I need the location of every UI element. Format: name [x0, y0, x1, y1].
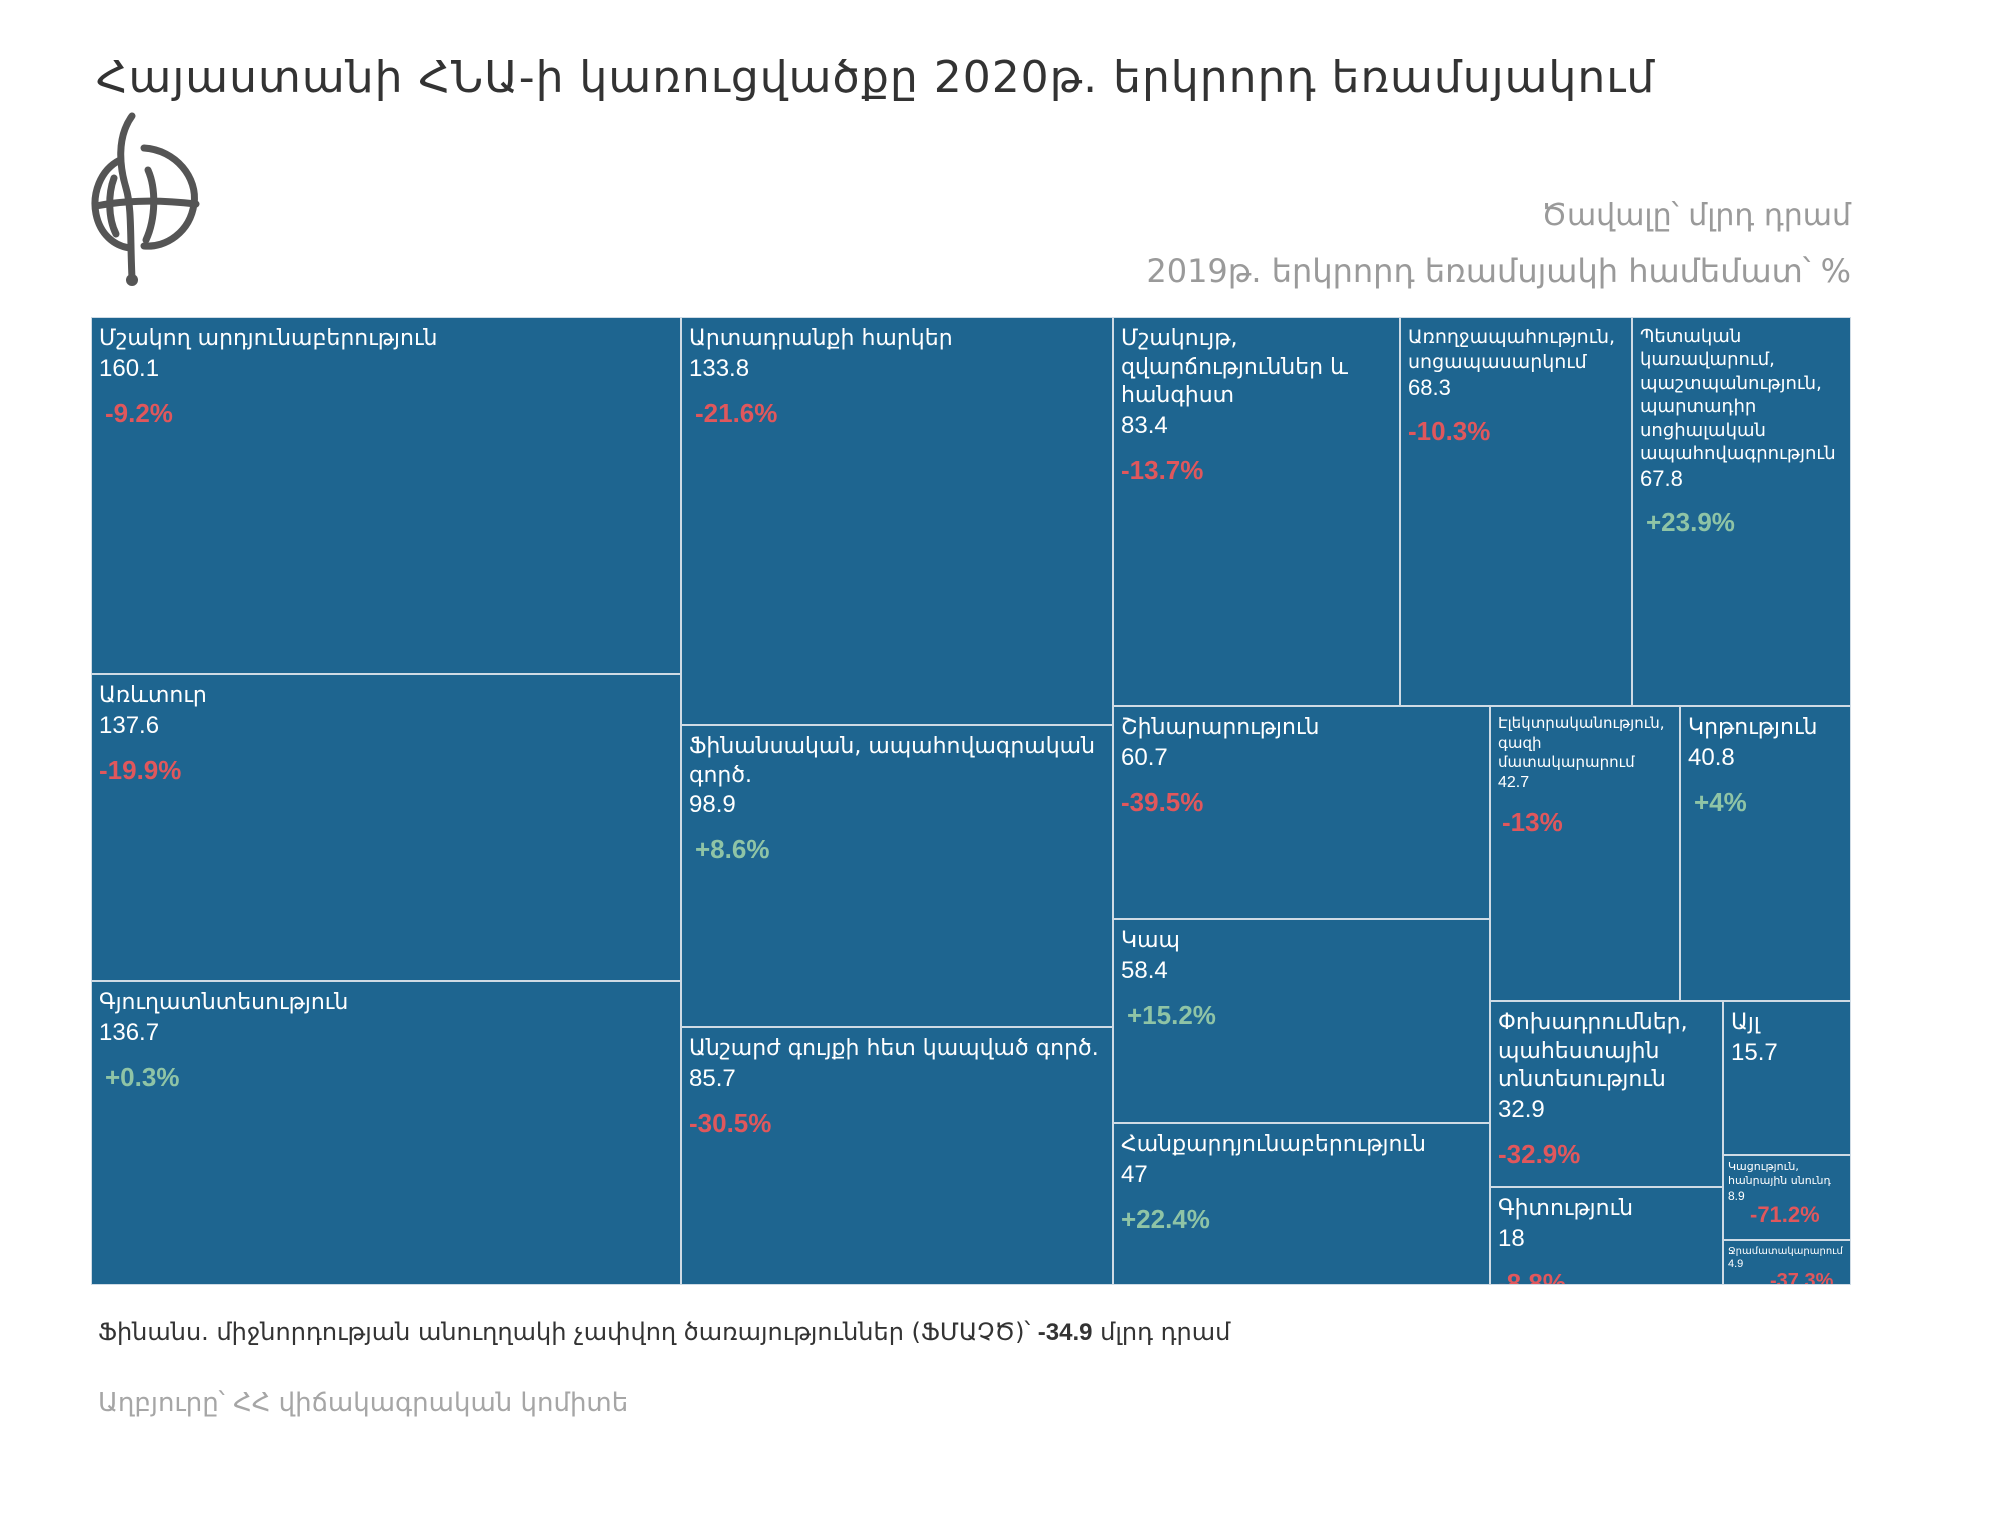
cell-value: 4.9 [1728, 1258, 1744, 1270]
cell-label: Գիտություն [1498, 1196, 1634, 1221]
cell-label: Ֆինանսական, ապահովագրական գործ. [689, 734, 1096, 788]
logo-icon [91, 112, 200, 286]
cell-label: Անշարժ գույքի հետ կապված գործ. [689, 1036, 1099, 1061]
cell-change: -13.7% [1121, 454, 1204, 485]
cell-change: -9.2% [105, 397, 173, 428]
cell-change: +22.4% [1121, 1203, 1210, 1234]
subtitle-volume: Ծավալը՝ մլրդ դրամ [1541, 198, 1851, 233]
cell-change: +15.2% [1127, 999, 1216, 1030]
cell-label: Կրթություն [1688, 715, 1818, 740]
treemap-cell: Փոխադրումներ, պահեստային տնտեսություն 32.… [1490, 1001, 1723, 1187]
treemap-cell: Ֆինանսական, ապահովագրական գործ. 98.9 +8.6% [681, 725, 1113, 1027]
treemap-cell: Շինարարություն 60.7 -39.5% [1113, 706, 1490, 919]
cell-change: +0.3% [105, 1061, 180, 1092]
cell-change: -8.8% [1498, 1267, 1566, 1285]
chart-title: Հայաստանի ՀՆԱ-ի կառուցվածքը 2020թ. երկրո… [96, 52, 1656, 103]
cell-value: 18 [1498, 1224, 1525, 1252]
cell-label: Այլ [1731, 1010, 1760, 1035]
treemap-cell: Հանքարդյունաբերություն 47 +22.4% [1113, 1123, 1490, 1285]
cell-value: 136.7 [99, 1018, 160, 1046]
fisim-unit: մլրդ դրամ [1100, 1318, 1231, 1346]
cell-label: Կացություն, հանրային սնունդ [1728, 1160, 1831, 1188]
cell-label: Հանքարդյունաբերություն [1121, 1132, 1426, 1157]
cell-label: Մշակույթ, զվարճություններ և հանգիստ [1121, 326, 1348, 409]
cell-value: 58.4 [1121, 956, 1168, 984]
cell-label: Գյուղատնտեսություն [99, 990, 349, 1015]
cell-change: -37.3% [1770, 1269, 1834, 1285]
cell-change: -39.5% [1121, 786, 1204, 817]
treemap-chart: Մշակող արդյունաբերություն 160.1 -9.2% Առևտո… [91, 317, 1851, 1285]
cell-change: -21.6% [695, 397, 778, 428]
treemap-cell: Ջրամատակարարում 4.9 -37.3% [1723, 1240, 1851, 1285]
cell-value: 60.7 [1121, 743, 1168, 771]
treemap-cell: Այլ 15.7 [1723, 1001, 1851, 1155]
treemap-cell: Էլեկտրականություն, գազի մատակարարում 42.7… [1490, 706, 1680, 1001]
cell-label: Արտադրանքի հարկեր [689, 326, 953, 351]
fisim-value: -34.9 [1037, 1319, 1093, 1346]
cell-value: 67.8 [1640, 466, 1683, 492]
cell-value: 40.8 [1688, 743, 1735, 771]
cell-label: Առողջապահություն, սոցապասարկում [1408, 326, 1616, 373]
treemap-cell: Կապ 58.4 +15.2% [1113, 919, 1490, 1123]
treemap-cell: Պետական կառավարում, պաշտպանություն, պարտ… [1632, 317, 1851, 706]
cell-value: 160.1 [99, 354, 160, 382]
cell-label: Շինարարություն [1121, 715, 1320, 740]
treemap-cell: Մշակույթ, զվարճություններ և հանգիստ 83.4 -… [1113, 317, 1400, 706]
cell-change: -19.9% [99, 754, 182, 785]
treemap-cell: Գյուղատնտեսություն 136.7 +0.3% [91, 981, 681, 1285]
treemap-cell: Գիտություն 18 -8.8% [1490, 1187, 1723, 1285]
subtitle-comparison: 2019թ. երկրորդ եռամսյակի համեմատ՝ % [1146, 252, 1851, 290]
cell-change: +23.9% [1646, 506, 1735, 537]
treemap-cell: Արտադրանքի հարկեր 133.8 -21.6% [681, 317, 1113, 725]
cell-value: 47 [1121, 1160, 1148, 1188]
fisim-label: Ֆինանս. միջնորդության անուղղակի չափվող ծ… [98, 1318, 1031, 1346]
cell-value: 137.6 [99, 711, 160, 739]
cell-change: -32.9% [1498, 1138, 1581, 1169]
fisim-note: Ֆինանս. միջնորդության անուղղակի չափվող ծ… [98, 1318, 1230, 1347]
cell-change: -13% [1502, 806, 1563, 837]
cell-value: 15.7 [1731, 1038, 1778, 1066]
cell-value: 98.9 [689, 791, 736, 819]
cell-label: Կապ [1121, 928, 1180, 953]
cell-value: 85.7 [689, 1064, 736, 1092]
cell-change: -10.3% [1408, 415, 1491, 446]
cell-change: -71.2% [1750, 1201, 1820, 1227]
treemap-cell: Անշարժ գույքի հետ կապված գործ. 85.7 -30.5% [681, 1027, 1113, 1285]
cell-value: 32.9 [1498, 1095, 1545, 1123]
cell-change: +8.6% [695, 834, 770, 865]
cell-label: Փոխադրումներ, պահեստային տնտեսություն [1498, 1010, 1688, 1093]
cell-label: Մշակող արդյունաբերություն [99, 326, 438, 351]
cell-label: Ջրամատակարարում [1728, 1246, 1843, 1257]
cell-value: 83.4 [1121, 411, 1168, 439]
cell-change: +4% [1694, 786, 1747, 817]
cell-label: Էլեկտրականություն, գազի մատակարարում [1498, 714, 1665, 771]
cell-value: 8.9 [1728, 1188, 1745, 1203]
treemap-cell: Կացություն, հանրային սնունդ 8.9 -71.2% [1723, 1155, 1851, 1240]
source-note: Աղբյուրը՝ ՀՀ վիճակագրական կոմիտե [98, 1388, 629, 1418]
treemap-cell: Առողջապահություն, սոցապասարկում 68.3 -10.3… [1400, 317, 1632, 706]
cell-change: -30.5% [689, 1107, 772, 1138]
cell-label: Պետական կառավարում, պաշտպանություն, պարտ… [1640, 326, 1836, 464]
treemap-cell: Մշակող արդյունաբերություն 160.1 -9.2% [91, 317, 681, 674]
cell-value: 133.8 [689, 354, 750, 382]
treemap-cell: Կրթություն 40.8 +4% [1680, 706, 1851, 1001]
cell-label: Առևտուր [99, 683, 207, 708]
treemap-cell: Առևտուր 137.6 -19.9% [91, 674, 681, 981]
cell-value: 68.3 [1408, 375, 1451, 401]
cell-value: 42.7 [1498, 773, 1530, 791]
